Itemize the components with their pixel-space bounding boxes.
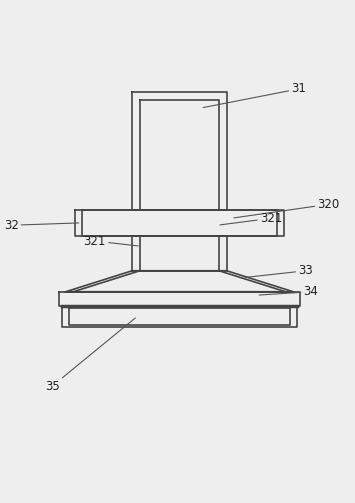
Text: 321: 321 [84, 234, 138, 247]
Text: 320: 320 [234, 198, 340, 218]
Text: 33: 33 [245, 264, 313, 278]
Text: 34: 34 [259, 285, 318, 298]
Text: 321: 321 [220, 212, 282, 225]
Text: 32: 32 [4, 219, 79, 232]
Text: 35: 35 [45, 318, 135, 393]
Text: 31: 31 [203, 82, 306, 108]
